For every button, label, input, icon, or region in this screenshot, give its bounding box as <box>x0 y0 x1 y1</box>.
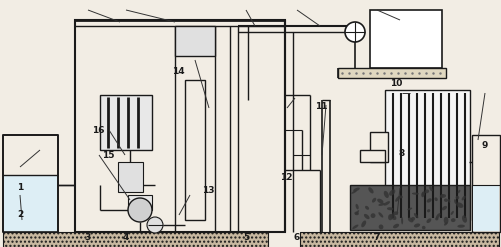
Ellipse shape <box>413 224 419 227</box>
Text: 5: 5 <box>242 233 248 242</box>
Circle shape <box>128 198 152 222</box>
Ellipse shape <box>461 215 466 223</box>
Ellipse shape <box>388 189 395 196</box>
Ellipse shape <box>424 189 428 193</box>
Text: 8: 8 <box>398 149 404 158</box>
Ellipse shape <box>455 196 458 199</box>
Ellipse shape <box>421 226 425 229</box>
Bar <box>3 135 58 232</box>
Ellipse shape <box>389 214 396 220</box>
Ellipse shape <box>351 190 356 194</box>
Text: 14: 14 <box>171 67 184 76</box>
Bar <box>4 175 57 232</box>
Ellipse shape <box>456 225 464 228</box>
Text: 9: 9 <box>480 141 486 150</box>
Ellipse shape <box>450 211 453 215</box>
Ellipse shape <box>447 199 449 203</box>
Ellipse shape <box>407 217 413 222</box>
Ellipse shape <box>450 218 454 222</box>
Bar <box>118 162 143 192</box>
Ellipse shape <box>433 197 437 201</box>
Ellipse shape <box>434 217 438 220</box>
Ellipse shape <box>355 210 359 215</box>
Text: 4: 4 <box>122 233 128 242</box>
Ellipse shape <box>383 201 389 206</box>
Ellipse shape <box>353 187 359 191</box>
Ellipse shape <box>376 199 383 203</box>
Ellipse shape <box>387 214 392 220</box>
Ellipse shape <box>426 198 431 203</box>
Ellipse shape <box>440 194 445 198</box>
Ellipse shape <box>443 198 447 202</box>
Bar <box>369 10 441 68</box>
Ellipse shape <box>361 221 365 227</box>
Ellipse shape <box>435 213 440 219</box>
Ellipse shape <box>426 218 430 223</box>
Ellipse shape <box>378 203 384 206</box>
Bar <box>175 26 214 56</box>
Text: 13: 13 <box>202 186 214 195</box>
Bar <box>3 232 268 247</box>
Text: 15: 15 <box>102 151 114 160</box>
Ellipse shape <box>411 192 418 195</box>
Ellipse shape <box>354 212 358 215</box>
Ellipse shape <box>400 217 402 224</box>
Ellipse shape <box>378 225 383 229</box>
Bar <box>384 90 469 220</box>
Ellipse shape <box>371 198 375 203</box>
Ellipse shape <box>413 213 417 218</box>
Circle shape <box>344 22 364 42</box>
Text: 3: 3 <box>85 233 91 242</box>
Ellipse shape <box>368 187 373 193</box>
Bar <box>185 80 204 220</box>
Ellipse shape <box>453 199 456 204</box>
Ellipse shape <box>355 204 358 209</box>
Ellipse shape <box>386 207 393 210</box>
Ellipse shape <box>378 212 383 218</box>
Text: 2: 2 <box>17 210 23 219</box>
Ellipse shape <box>441 206 446 210</box>
Ellipse shape <box>428 186 432 191</box>
Ellipse shape <box>461 196 465 200</box>
Ellipse shape <box>406 208 411 210</box>
Bar <box>471 135 499 232</box>
Bar <box>349 185 469 230</box>
Ellipse shape <box>370 213 375 218</box>
Ellipse shape <box>364 206 368 210</box>
Ellipse shape <box>439 194 443 198</box>
Text: 16: 16 <box>92 126 104 135</box>
Ellipse shape <box>392 224 398 228</box>
Ellipse shape <box>455 202 462 208</box>
Ellipse shape <box>383 191 388 198</box>
Ellipse shape <box>410 217 414 221</box>
Bar <box>300 232 498 247</box>
Ellipse shape <box>421 191 424 196</box>
Ellipse shape <box>391 211 397 215</box>
Ellipse shape <box>426 209 429 212</box>
Bar <box>75 20 285 232</box>
Ellipse shape <box>352 225 358 229</box>
Ellipse shape <box>457 190 459 193</box>
Bar <box>337 68 445 78</box>
Text: 6: 6 <box>293 233 299 242</box>
Ellipse shape <box>443 222 447 226</box>
Circle shape <box>147 217 163 233</box>
Ellipse shape <box>394 196 399 202</box>
Ellipse shape <box>398 195 402 198</box>
Bar <box>128 195 152 210</box>
Text: 11: 11 <box>315 102 327 111</box>
Text: 12: 12 <box>280 173 292 182</box>
Text: 10: 10 <box>390 80 402 88</box>
Ellipse shape <box>443 217 447 224</box>
Bar <box>359 150 384 162</box>
Bar <box>100 95 152 150</box>
Bar <box>472 185 498 231</box>
Text: 1: 1 <box>17 183 23 192</box>
Ellipse shape <box>363 214 369 219</box>
Text: 7: 7 <box>373 233 379 242</box>
Ellipse shape <box>420 192 424 197</box>
Bar <box>369 132 387 162</box>
